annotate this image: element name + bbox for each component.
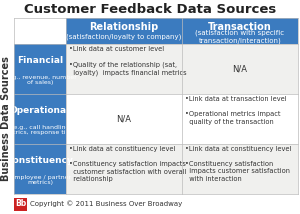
- Bar: [14, 94, 66, 144]
- Text: (satisfaction/loyalty to company): (satisfaction/loyalty to company): [66, 33, 182, 40]
- Text: •Link data at customer level

•Quality of the relationship (sat,
  loyalty)  imp: •Link data at customer level •Quality of…: [69, 46, 187, 76]
- Text: Financial: Financial: [17, 56, 63, 65]
- Text: Transaction: Transaction: [208, 22, 272, 32]
- Bar: [182, 18, 298, 44]
- Text: Customer Feedback Data Sources: Customer Feedback Data Sources: [24, 3, 276, 15]
- Text: Constituency: Constituency: [7, 156, 74, 165]
- Text: (e.g., revenue, number
of sales): (e.g., revenue, number of sales): [4, 75, 76, 85]
- Bar: [66, 18, 182, 44]
- Text: N/A: N/A: [116, 114, 131, 123]
- Bar: [66, 94, 182, 144]
- Text: N/A: N/A: [232, 64, 247, 73]
- Bar: [182, 144, 298, 194]
- Bar: [14, 144, 66, 194]
- Bar: [66, 144, 182, 194]
- Bar: [66, 44, 182, 94]
- Text: (employee / partner
metrics): (employee / partner metrics): [8, 175, 72, 185]
- Text: •Link data at transaction level

•Operational metrics impact
  quality of the tr: •Link data at transaction level •Operati…: [185, 96, 286, 125]
- Text: Business Data Sources: Business Data Sources: [1, 56, 11, 181]
- Text: Copyright © 2011 Business Over Broadway: Copyright © 2011 Business Over Broadway: [30, 201, 182, 207]
- Text: Relationship: Relationship: [89, 22, 159, 32]
- Bar: [14, 44, 66, 94]
- Bar: [14, 198, 27, 211]
- Text: (satisfaction with specific
transaction/interaction): (satisfaction with specific transaction/…: [195, 30, 285, 44]
- Text: •Link data at constituency level

•Constituency satisfaction
  impacts customer : •Link data at constituency level •Consti…: [185, 146, 291, 182]
- Text: Bb: Bb: [15, 199, 26, 208]
- Bar: [182, 94, 298, 144]
- Text: Operational: Operational: [10, 106, 70, 115]
- Text: •Link data at constituency level

•Constituency satisfaction impacts
  customer : •Link data at constituency level •Consti…: [69, 146, 187, 182]
- Bar: [182, 44, 298, 94]
- Text: (e.g., call handling
metrics, response time): (e.g., call handling metrics, response t…: [3, 125, 77, 135]
- Bar: [14, 18, 66, 44]
